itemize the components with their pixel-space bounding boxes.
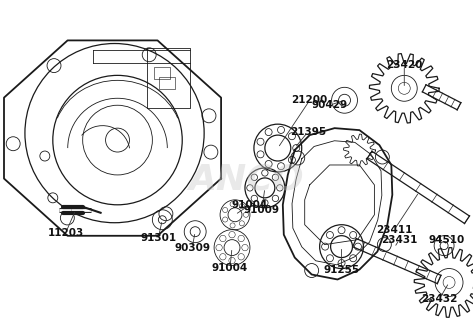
Text: 91004: 91004 [232, 200, 268, 210]
Text: ANCO: ANCO [189, 162, 304, 196]
Text: 21200: 21200 [292, 95, 328, 105]
Text: 90429: 90429 [311, 100, 347, 110]
Text: 21395: 21395 [290, 127, 326, 137]
Bar [155, 68, 170, 79]
Text: 23431: 23431 [381, 235, 418, 245]
Text: 91009: 91009 [244, 205, 280, 215]
Text: 91301: 91301 [140, 233, 176, 243]
Text: 23411: 23411 [376, 225, 412, 235]
Text: 91255: 91255 [323, 265, 360, 275]
Text: 91004: 91004 [212, 262, 248, 273]
Text: 11203: 11203 [47, 228, 84, 238]
Text: 94510: 94510 [429, 235, 465, 245]
Text: 23432: 23432 [421, 294, 457, 304]
Bar [159, 77, 175, 89]
Text: 90309: 90309 [174, 243, 210, 252]
Text: 23420: 23420 [386, 60, 422, 70]
